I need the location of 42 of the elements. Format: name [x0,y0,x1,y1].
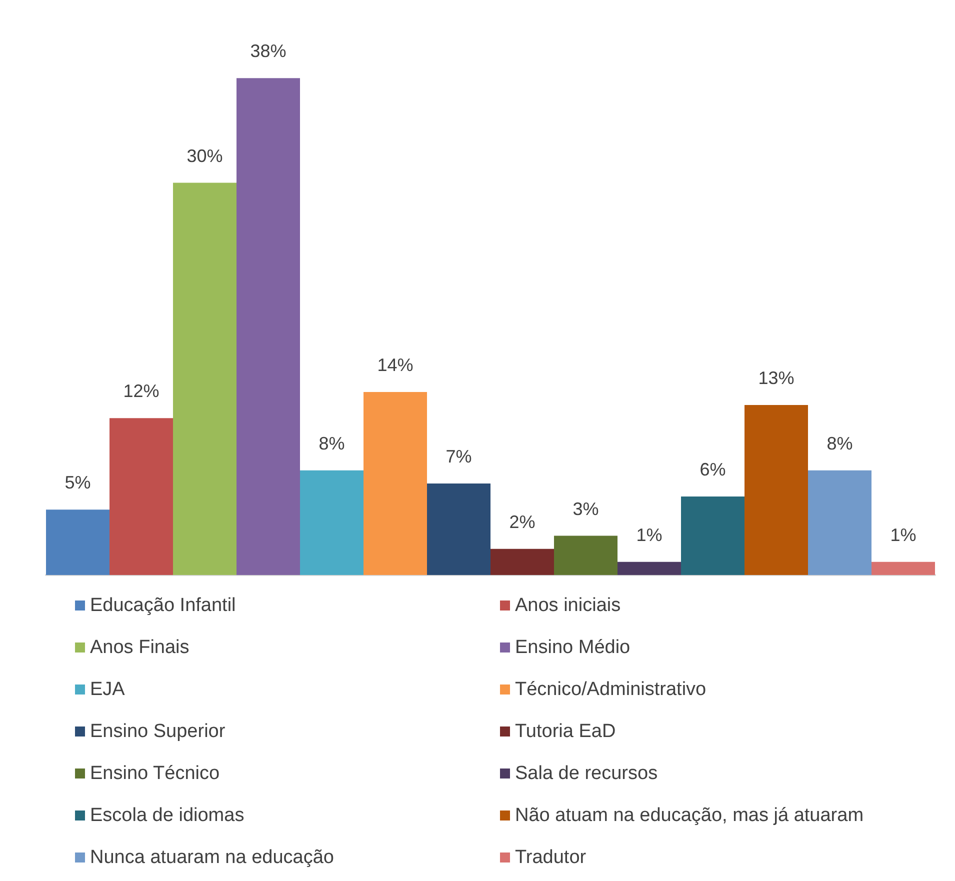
legend-label: Sala de recursos [515,763,658,784]
legend-label: Não atuam na educação, mas já atuaram [515,805,864,826]
bar [872,562,935,575]
data-label: 6% [700,460,726,480]
bar [681,496,744,575]
bar [618,562,681,575]
legend-label: Ensino Médio [515,637,630,658]
legend-label: Tradutor [515,847,587,868]
legend-label: Anos Finais [90,637,190,658]
legend-label: Educação Infantil [90,595,236,616]
legend-label: Tutoria EaD [515,721,616,742]
bar [236,78,300,575]
data-label: 5% [64,472,91,493]
bar [490,548,554,575]
data-label: 38% [250,41,286,62]
legend-label: Nunca atuaram na educação [90,847,334,868]
bar [300,470,364,575]
bar [46,510,110,575]
bar [427,483,490,575]
legend-label: Escola de idiomas [90,805,244,826]
legend-label: Ensino Superior [90,721,226,742]
bar [364,392,427,575]
legend-label: EJA [90,679,126,700]
bar [173,182,236,575]
data-label: 1% [636,524,662,545]
legend-label: Técnico/Administrativo [515,679,706,700]
data-label: 14% [377,354,414,375]
bar [744,405,808,575]
legend-label: Anos iniciais [515,595,621,616]
data-label: 2% [509,512,536,532]
legend-label: Ensino Técnico [90,763,220,784]
data-label: 8% [318,433,345,454]
data-label: 12% [123,381,160,402]
bar [808,470,872,575]
bar [554,536,618,575]
bar [110,418,173,575]
data-label: 7% [446,446,472,466]
data-label: 8% [826,433,853,454]
data-label: 3% [572,498,599,519]
data-label: 1% [890,524,916,545]
data-label: 30% [186,146,223,166]
data-label: 13% [758,368,794,388]
